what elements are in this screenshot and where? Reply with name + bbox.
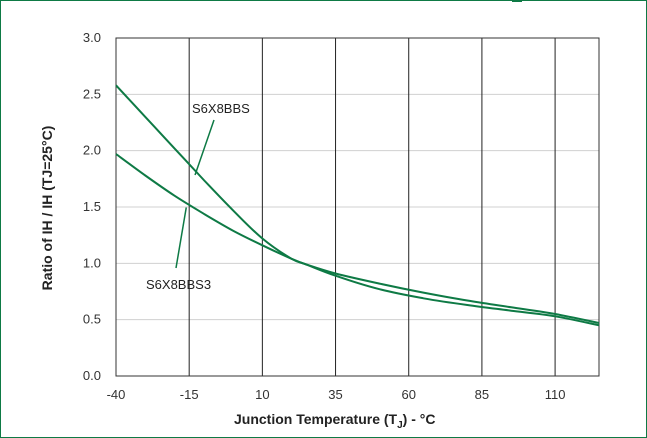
- y-tick-label: 2.5: [83, 86, 101, 101]
- leader-line-s6x8bbs: [194, 119, 215, 176]
- x-axis-title: Junction Temperature (TJ) - °C: [234, 411, 435, 431]
- x-axis-title-tail: ) - °C: [403, 411, 436, 427]
- plot-area-border: [115, 37, 600, 377]
- y-tick-label: 1.0: [83, 255, 101, 270]
- series-label-s6x8bbs: S6X8BBS: [192, 101, 250, 116]
- x-tick-label: 85: [475, 387, 489, 402]
- series-label-s6x8bbs3: S6X8BBS3: [146, 277, 211, 292]
- x-tick-label: 10: [255, 387, 269, 402]
- vertical-gridlines: [188, 38, 556, 376]
- leader-line-s6x8bbs3: [175, 207, 187, 269]
- x-tick-label: 110: [545, 387, 566, 402]
- x-axis-title-main: Junction Temperature (T: [234, 411, 398, 427]
- series-lines: [115, 84, 600, 327]
- x-axis-title-subscript: J: [397, 420, 403, 431]
- x-tick-label: -15: [180, 387, 199, 402]
- series-annotations: S6X8BBS S6X8BBS3: [146, 101, 250, 292]
- series-line-s6x8bbs3: [115, 153, 600, 324]
- y-axis-title: Ratio of IH / IH (TJ=25°C): [39, 126, 55, 291]
- x-tick-labels: -40 -15 10 35 60 85 110: [107, 387, 566, 402]
- x-tick-label: 35: [328, 387, 342, 402]
- y-tick-label: 2.0: [83, 143, 101, 158]
- y-tick-label: 3.0: [83, 30, 101, 45]
- x-tick-label: 60: [401, 387, 415, 402]
- x-tick-label: -40: [107, 387, 126, 402]
- y-tick-labels: 0.0 0.5 1.0 1.5 2.0 2.5 3.0: [83, 30, 101, 383]
- horizontal-gridlines: [116, 93, 599, 321]
- y-tick-label: 0.5: [83, 312, 101, 327]
- y-tick-label: 1.5: [83, 199, 101, 214]
- y-tick-label: 0.0: [83, 368, 101, 383]
